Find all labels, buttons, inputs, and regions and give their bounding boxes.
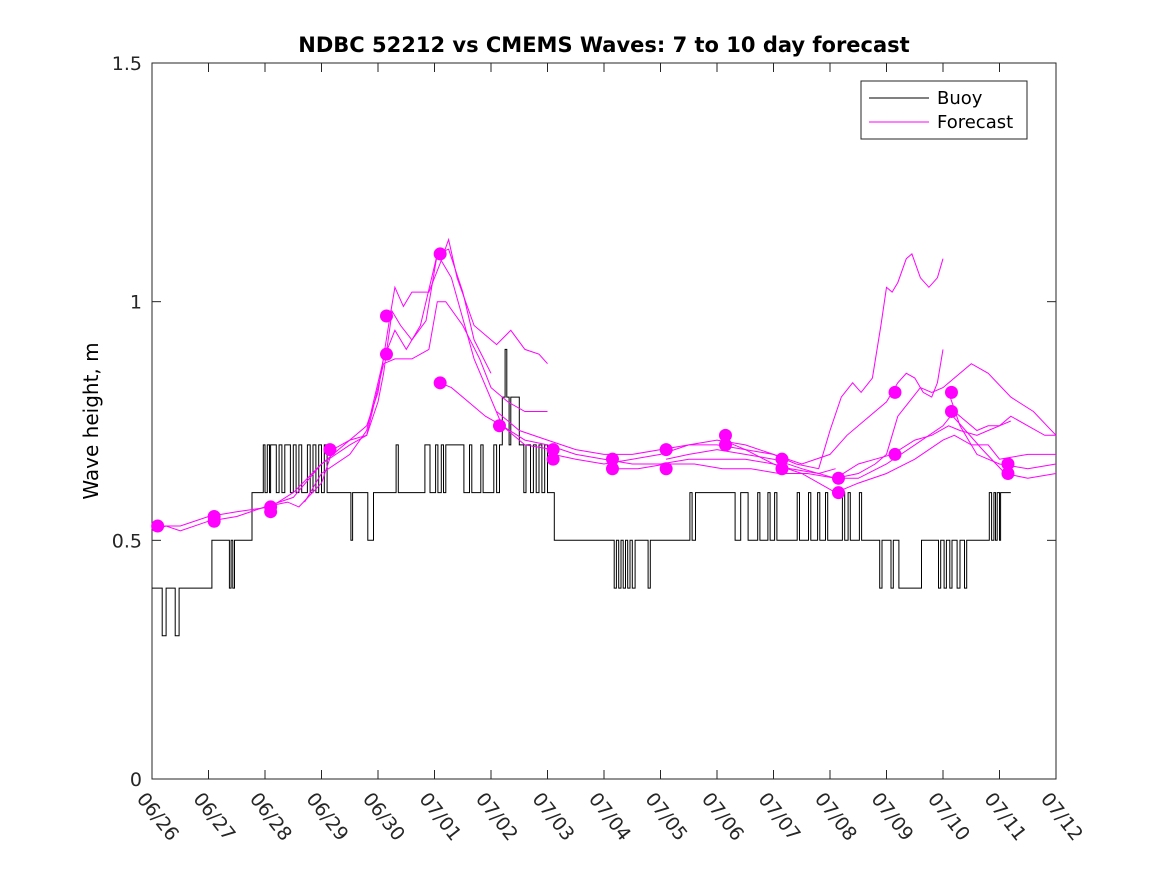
forecast-marker (379, 347, 393, 361)
forecast-marker (492, 419, 506, 433)
legend-label: Buoy (937, 88, 983, 109)
y-tick-label: 1 (130, 292, 142, 314)
forecast-marker (264, 505, 278, 519)
forecast-marker (433, 376, 447, 390)
forecast-marker (433, 247, 447, 261)
y-axis-label: Wave height, m (79, 342, 103, 499)
x-tick-label: 07/12 (1036, 789, 1087, 846)
x-tick-label: 06/28 (245, 789, 296, 846)
forecast-series-line (496, 253, 944, 470)
axes-box (151, 62, 1057, 780)
forecast-marker (659, 443, 673, 457)
forecast-marker (1001, 467, 1015, 481)
x-tick-label: 07/02 (471, 789, 522, 846)
forecast-marker (379, 309, 393, 323)
x-tick-label: 07/09 (867, 789, 918, 846)
forecast-marker (605, 462, 619, 476)
x-tick-label: 06/26 (132, 789, 183, 846)
x-tick-label: 07/07 (754, 789, 805, 846)
x-tick-label: 07/01 (415, 789, 466, 846)
x-tick-label: 07/10 (923, 789, 974, 846)
forecast-marker (605, 452, 619, 466)
forecast-series-line (552, 349, 944, 465)
y-tick-label: 0 (130, 769, 142, 791)
forecast-marker (775, 462, 789, 476)
forecast-series-line (665, 415, 1056, 479)
forecast-series-line (609, 363, 1057, 479)
forecast-marker (718, 428, 732, 442)
forecast-marker (831, 486, 845, 500)
x-tick-label: 06/30 (358, 789, 409, 846)
x-tick-label: 06/29 (302, 789, 353, 846)
x-tick-label: 06/27 (189, 789, 240, 846)
x-tick-label: 07/03 (528, 789, 579, 846)
forecast-marker (944, 385, 958, 399)
forecast-marker (1001, 457, 1015, 471)
legend: Buoy Forecast (860, 80, 1028, 140)
forecast-marker (151, 519, 165, 533)
forecast-marker (718, 438, 732, 452)
forecast-marker (888, 447, 902, 461)
forecast-marker (659, 462, 673, 476)
forecast-marker (546, 452, 560, 466)
x-tick-label: 07/06 (697, 789, 748, 846)
forecast-marker (207, 514, 221, 528)
forecast-series-line (264, 301, 548, 508)
x-tick-label: 07/08 (810, 789, 861, 846)
forecast-marker (831, 471, 845, 485)
x-tick-label: 07/11 (980, 789, 1031, 846)
forecast-series-line (304, 252, 554, 503)
forecast-marker (323, 443, 337, 457)
forecast-marker (546, 443, 560, 457)
forecast-series-line (948, 411, 1057, 479)
forecast-marker (944, 404, 958, 418)
x-tick-label: 07/05 (641, 789, 692, 846)
forecast-series-line (948, 392, 1057, 470)
forecast-series-line (152, 237, 548, 527)
forecast-marker (775, 452, 789, 466)
legend-label: Forecast (937, 112, 1013, 133)
y-tick-label: 0.5 (112, 530, 142, 552)
legend-box (860, 80, 1028, 140)
forecast-marker (888, 385, 902, 399)
chart-title: NDBC 52212 vs CMEMS Waves: 7 to 10 day f… (298, 33, 909, 57)
buoy-series-line (152, 348, 1011, 637)
plot-area: 00.511.506/26 06/27 06/28 06/29 06/30 07/01 07… (112, 53, 1087, 845)
x-tick-label: 07/04 (584, 789, 635, 846)
y-tick-label: 1.5 (112, 53, 142, 75)
